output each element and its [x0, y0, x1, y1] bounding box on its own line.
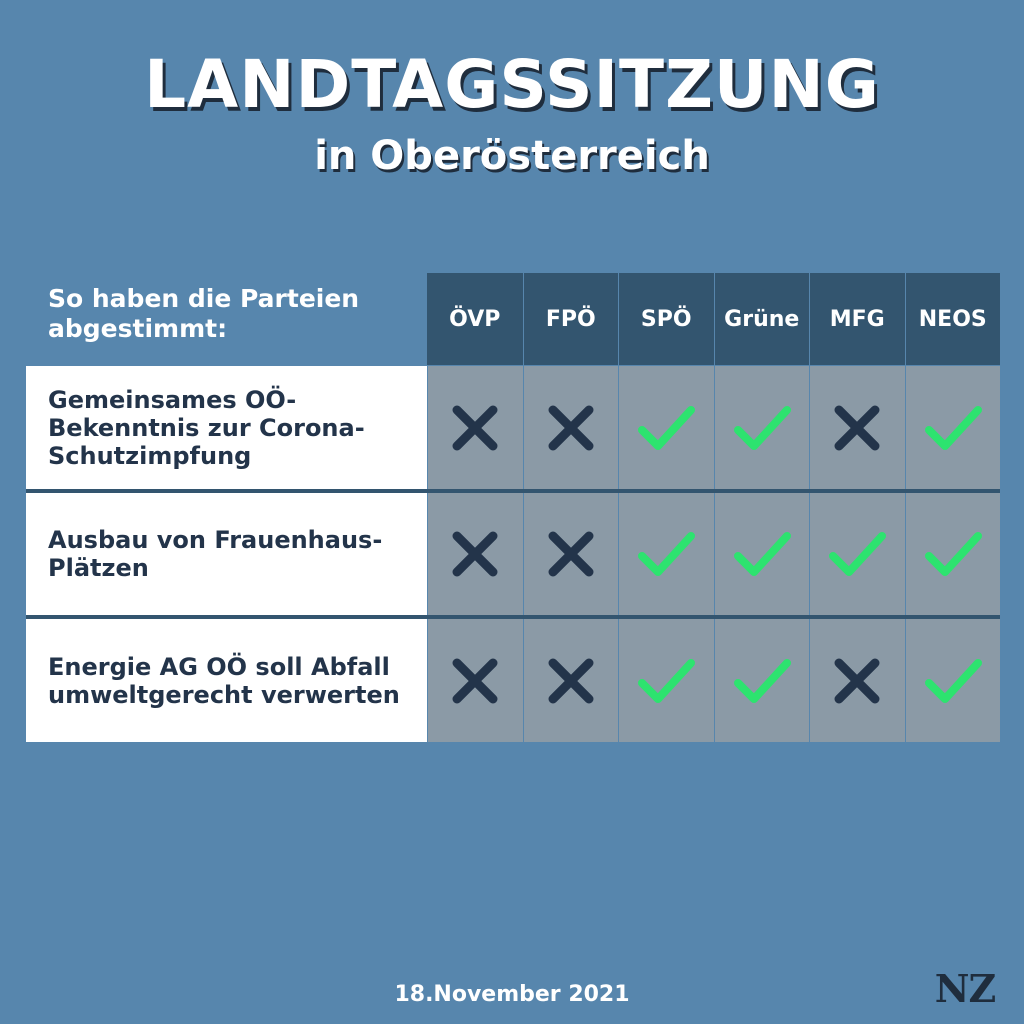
check-icon — [733, 532, 791, 576]
vote-cell — [809, 493, 905, 615]
table-row: Ausbau von Frauenhaus-Plätzen — [26, 493, 1000, 615]
table-intro: So haben die Parteien abgestimmt: — [48, 284, 360, 343]
vote-cell — [427, 366, 523, 489]
party-header-mfg: MFG — [809, 273, 905, 365]
cross-icon — [548, 658, 594, 703]
cross-icon — [834, 658, 880, 703]
vote-cell — [427, 493, 523, 615]
check-icon — [924, 405, 982, 450]
cross-icon — [452, 531, 498, 577]
nz-logo: NZ — [934, 966, 996, 1011]
check-icon — [733, 405, 791, 450]
vote-cell — [809, 366, 905, 489]
vote-cell — [713, 493, 809, 615]
check-icon — [829, 532, 887, 576]
check-icon — [638, 405, 696, 450]
page-subtitle: in Oberösterreich — [314, 133, 710, 179]
vote-cell — [427, 619, 523, 742]
vote-cells — [427, 366, 1000, 489]
vote-cell — [618, 619, 714, 742]
party-header-fpoe: FPÖ — [522, 273, 619, 365]
motion-label: Gemeinsames OÖ-Bekenntnis zur Corona-Sch… — [26, 366, 427, 489]
party-header-oevp: ÖVP — [449, 306, 501, 332]
row-divider — [26, 489, 1000, 493]
motion-label: Ausbau von Frauenhaus-Plätzen — [26, 493, 427, 615]
row-divider — [26, 615, 1000, 619]
motion-label: Energie AG OÖ soll Abfall umweltgerecht … — [26, 619, 427, 742]
vote-cell — [904, 493, 1000, 615]
cross-icon — [548, 531, 594, 577]
party-header-gruene: Grüne — [713, 273, 810, 365]
vote-cell — [522, 619, 618, 742]
vote-cell — [809, 619, 905, 742]
check-icon — [733, 658, 791, 703]
table-row: Energie AG OÖ soll Abfall umweltgerecht … — [26, 619, 1000, 742]
check-icon — [638, 658, 696, 703]
vote-cell — [713, 619, 809, 742]
cross-icon — [548, 405, 594, 450]
check-icon — [638, 532, 696, 576]
date-label: 18.November 2021 — [394, 982, 630, 1007]
party-header-spoe: SPÖ — [618, 273, 714, 365]
vote-cell — [904, 366, 1000, 489]
table-row: Gemeinsames OÖ-Bekenntnis zur Corona-Sch… — [26, 366, 1000, 489]
check-icon — [924, 532, 982, 576]
party-header-row: ÖVP FPÖ SPÖ Grüne MFG NEOS — [427, 273, 1000, 365]
cross-icon — [452, 405, 498, 450]
vote-cell — [618, 366, 714, 489]
vote-cells — [427, 619, 1000, 742]
page-title: LANDTAGSSITZUNG — [144, 46, 880, 123]
vote-cell — [618, 493, 714, 615]
check-icon — [924, 658, 982, 703]
cross-icon — [834, 405, 880, 450]
vote-cells — [427, 493, 1000, 615]
vote-cell — [522, 366, 618, 489]
vote-cell — [904, 619, 1000, 742]
vote-cell — [522, 493, 618, 615]
vote-cell — [713, 366, 809, 489]
party-header-neos: NEOS — [904, 273, 1001, 365]
cross-icon — [452, 658, 498, 703]
